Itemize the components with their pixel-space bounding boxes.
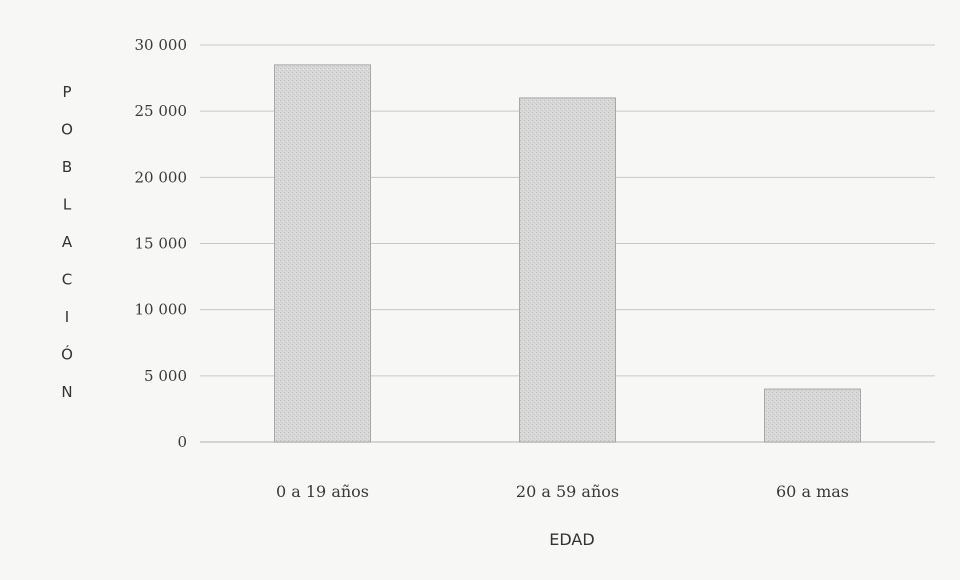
y-axis-title-letter: I (65, 308, 69, 326)
y-tick-label: 10 000 (135, 301, 188, 319)
bars (274, 64, 861, 443)
y-axis-title-letter: A (62, 233, 73, 251)
y-tick-label: 25 000 (135, 102, 188, 120)
x-category-label: 60 a mas (776, 482, 849, 501)
y-axis-title: P O B L A C I Ó N (61, 83, 73, 401)
y-axis-title-letter: B (62, 158, 72, 176)
y-tick-label: 15 000 (135, 235, 188, 253)
y-tick-label: 5 000 (144, 367, 187, 385)
y-axis-title-letter: P (62, 83, 71, 101)
x-axis-title: EDAD (549, 530, 594, 549)
y-axis-title-letter: C (62, 271, 72, 289)
y-axis-title-letter: Ó (61, 345, 73, 364)
y-tick-label: 30 000 (135, 36, 188, 54)
bar (519, 97, 616, 443)
y-tick-label: 0 (177, 433, 187, 451)
bar (274, 64, 371, 443)
y-axis-title-letter: L (63, 196, 72, 214)
bar (764, 388, 861, 443)
y-axis-title-letter: O (61, 121, 73, 139)
x-category-label: 0 a 19 años (276, 482, 369, 501)
x-category-label: 20 a 59 años (516, 482, 619, 501)
y-tick-label: 20 000 (135, 168, 188, 186)
y-axis-ticks: 0 5 000 10 000 15 000 20 000 25 000 30 000 (135, 36, 188, 451)
x-axis-categories: 0 a 19 años 20 a 59 años 60 a mas (276, 482, 849, 501)
y-axis-title-letter: N (61, 383, 72, 401)
